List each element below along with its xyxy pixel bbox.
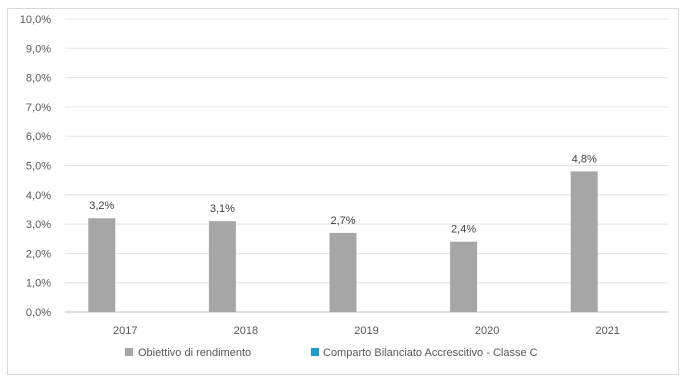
x-tick-label-2017: 2017 bbox=[113, 325, 137, 337]
gridlines bbox=[65, 18, 668, 313]
y-tick-label: 0,0% bbox=[26, 307, 51, 319]
x-axis-ticks: 2017 2018 2019 2020 2021 bbox=[113, 325, 620, 337]
x-tick-label-2019: 2019 bbox=[354, 325, 378, 337]
y-tick-label: 3,0% bbox=[26, 219, 51, 231]
y-tick-label: 9,0% bbox=[26, 43, 51, 55]
chart-frame bbox=[7, 8, 679, 375]
x-tick-label-2020: 2020 bbox=[475, 325, 499, 337]
y-tick-label: 6,0% bbox=[26, 131, 51, 143]
x-tick-label-2021: 2021 bbox=[595, 325, 619, 337]
y-tick-label: 2,0% bbox=[26, 248, 51, 260]
bar-2018 bbox=[208, 221, 236, 312]
bar-2017 bbox=[88, 218, 116, 312]
legend-label-comparto: Comparto Bilanciato Accrescitivo - Class… bbox=[323, 347, 538, 359]
data-labels: 3,2% 3,1% 2,7% 2,4% 4,8% bbox=[89, 153, 597, 235]
data-label-2019: 2,7% bbox=[330, 215, 355, 227]
data-label-2018: 3,1% bbox=[210, 203, 235, 215]
y-tick-label: 8,0% bbox=[26, 73, 51, 85]
data-label-2017: 3,2% bbox=[89, 200, 114, 212]
y-tick-label: 1,0% bbox=[26, 278, 51, 290]
bar-2019 bbox=[329, 232, 357, 312]
y-tick-label: 10,0% bbox=[20, 14, 51, 26]
y-axis-ticks: 0,0% 1,0% 2,0% 3,0% 4,0% 5,0% 6,0% 7,0% 8,0% 9,0%… bbox=[20, 14, 51, 319]
data-label-2021: 4,8% bbox=[572, 153, 597, 165]
legend-label-obiettivo: Obiettivo di rendimento bbox=[138, 347, 251, 359]
bar-2021 bbox=[570, 171, 598, 312]
legend-swatch-obiettivo bbox=[125, 348, 133, 356]
legend: Obiettivo di rendimento Comparto Bilanci… bbox=[125, 347, 538, 359]
bars bbox=[88, 171, 598, 312]
y-tick-label: 5,0% bbox=[26, 161, 51, 173]
y-tick-label: 7,0% bbox=[26, 102, 51, 114]
x-tick-label-2018: 2018 bbox=[234, 325, 258, 337]
y-tick-label: 4,0% bbox=[26, 190, 51, 202]
legend-swatch-comparto bbox=[311, 348, 319, 356]
bar-2020 bbox=[450, 241, 478, 312]
data-label-2020: 2,4% bbox=[451, 224, 476, 236]
